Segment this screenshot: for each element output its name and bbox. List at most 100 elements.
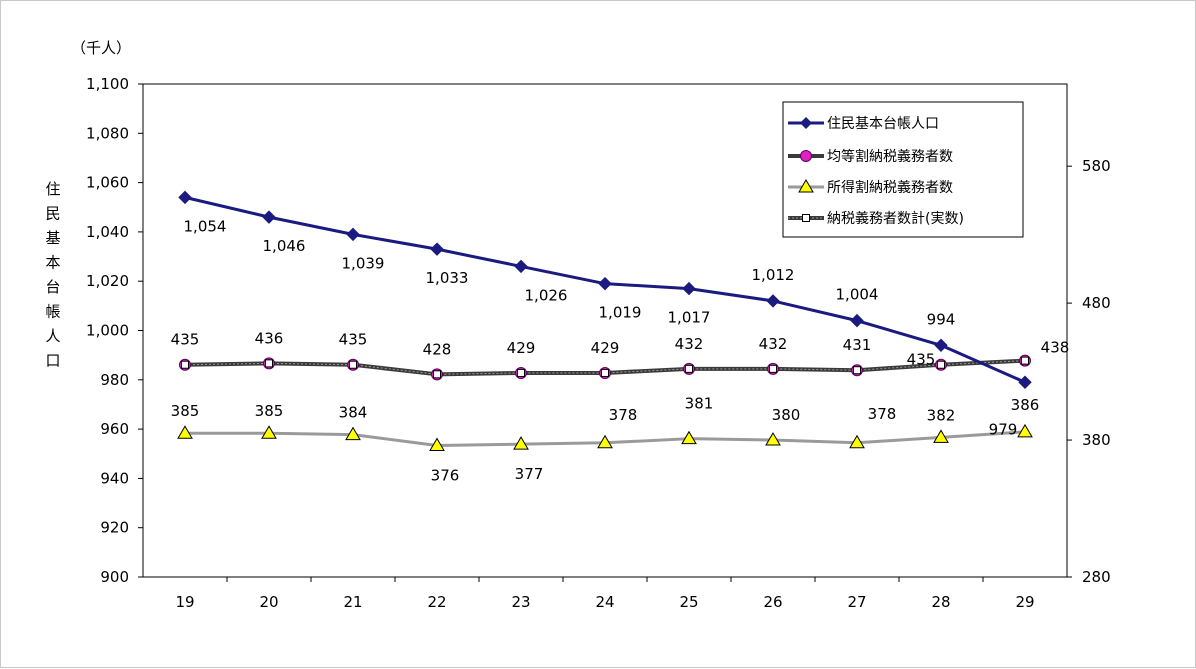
population-marker [178, 190, 192, 205]
x-tick-label: 21 [343, 593, 362, 611]
legend-label-shotoku: 所得割納税義務者数 [827, 179, 953, 196]
shotoku-marker [513, 436, 529, 450]
population-data-label: 994 [927, 310, 956, 328]
population-marker [430, 242, 444, 256]
shotoku-marker [933, 429, 949, 443]
y-left-tick-label: 920 [100, 519, 129, 537]
total-marker [349, 360, 357, 369]
y-left-tick-label: 900 [100, 568, 129, 586]
kinto-data-label: 432 [675, 335, 704, 353]
population-data-label: 1,019 [599, 304, 642, 322]
population-marker [682, 281, 696, 296]
kinto-data-label: 432 [759, 335, 788, 353]
shotoku-marker [681, 430, 697, 445]
shotoku-marker [429, 437, 445, 452]
y-left-tick-label: 1,040 [86, 223, 129, 241]
total-marker [265, 359, 273, 368]
shotoku-data-label: 376 [431, 467, 460, 485]
population-data-label: 1,046 [263, 237, 306, 255]
legend-label-population: 住民基本台帳人口 [827, 115, 939, 132]
y-right-tick-label: 280 [1082, 568, 1111, 586]
legend-marker-shotoku [798, 179, 814, 193]
total-marker [1021, 356, 1029, 365]
y-left-tick-label: 1,100 [86, 75, 129, 93]
shotoku-data-label: 380 [772, 406, 801, 424]
population-data-label: 1,017 [668, 309, 711, 327]
population-marker [346, 227, 360, 242]
shotoku-marker [849, 434, 865, 449]
total-marker [517, 368, 525, 377]
shotoku-data-label: 384 [339, 404, 368, 422]
kinto-data-label: 428 [423, 340, 452, 358]
kinto-data-label: 429 [507, 339, 536, 357]
x-tick-label: 28 [931, 593, 950, 611]
population-data-label: 1,033 [426, 269, 469, 287]
x-tick-label: 23 [511, 593, 530, 611]
kinto-data-label: 435 [907, 351, 936, 369]
unit-label: （千人） [71, 39, 131, 57]
kinto-data-label: 435 [339, 331, 368, 349]
plot-area: 900 920 940 960 980 1,000 1,020 1,040 1,060 1,080… [86, 75, 1111, 611]
population-marker [766, 294, 780, 308]
shotoku-data-label: 378 [609, 406, 638, 424]
x-tick-label: 27 [847, 593, 866, 611]
legend-marker-total [802, 214, 810, 222]
population-data-label: 1,004 [836, 286, 879, 304]
shotoku-marker [261, 425, 277, 439]
x-tick-label: 22 [427, 593, 446, 611]
kinto-data-label: 431 [843, 336, 872, 354]
population-marker [850, 313, 864, 328]
total-marker [853, 366, 861, 375]
y-axis-title-char: 民 [45, 205, 60, 223]
shotoku-data-label: 382 [927, 406, 956, 424]
kinto-data-label: 438 [1041, 339, 1070, 357]
y-axis-title-char: 住 [45, 180, 60, 198]
population-marker [262, 210, 276, 224]
y-axis-title: 住民基本台帳人口 [45, 180, 60, 370]
y-left-tick-label: 1,060 [86, 174, 129, 192]
population-marker [514, 259, 528, 274]
shotoku-data-label: 385 [171, 402, 200, 420]
shotoku-marker [765, 432, 781, 446]
shotoku-marker [597, 434, 613, 449]
shotoku-marker [345, 426, 361, 441]
y-axis-title-char: 帳 [45, 303, 60, 321]
population-data-label: 1,026 [525, 286, 568, 304]
shotoku-data-label: 378 [868, 405, 897, 423]
y-left-tick-label: 1,020 [86, 272, 129, 290]
legend-label-total: 納税義務者数計(実数) [827, 210, 964, 227]
population-data-label: 1,012 [752, 266, 795, 284]
y-left-tick-label: 960 [100, 420, 129, 438]
total-marker [601, 368, 609, 377]
shotoku-data-label: 377 [515, 465, 544, 483]
shotoku-marker [1017, 423, 1033, 438]
total-marker [181, 360, 189, 369]
y-axis-title-char: 台 [45, 278, 60, 296]
x-tick-label: 20 [259, 593, 278, 611]
shotoku-data-label: 386 [1011, 396, 1040, 414]
population-marker [598, 276, 612, 291]
legend-marker-population [800, 117, 812, 129]
y-axis-title-char: 口 [45, 352, 60, 370]
legend-marker-kinto [800, 150, 812, 162]
total-marker [937, 360, 945, 369]
total-marker [685, 364, 693, 373]
shotoku-marker [177, 425, 193, 439]
legend-label-kinto: 均等割納税義務者数 [827, 148, 953, 165]
population-marker [1018, 375, 1032, 389]
shotoku-data-label: 381 [685, 395, 714, 413]
total-marker [433, 370, 441, 379]
y-left-tick-label: 1,080 [86, 124, 129, 142]
y-left-tick-label: 1,000 [86, 322, 129, 340]
total-marker [769, 364, 777, 373]
population-data-label: 1,039 [342, 254, 385, 272]
y-right-tick-label: 580 [1082, 157, 1111, 175]
x-tick-label: 19 [175, 593, 194, 611]
kinto-data-label: 435 [171, 331, 200, 349]
y-left-tick-label: 980 [100, 371, 129, 389]
x-tick-label: 26 [763, 593, 782, 611]
kinto-data-label: 436 [255, 329, 284, 347]
